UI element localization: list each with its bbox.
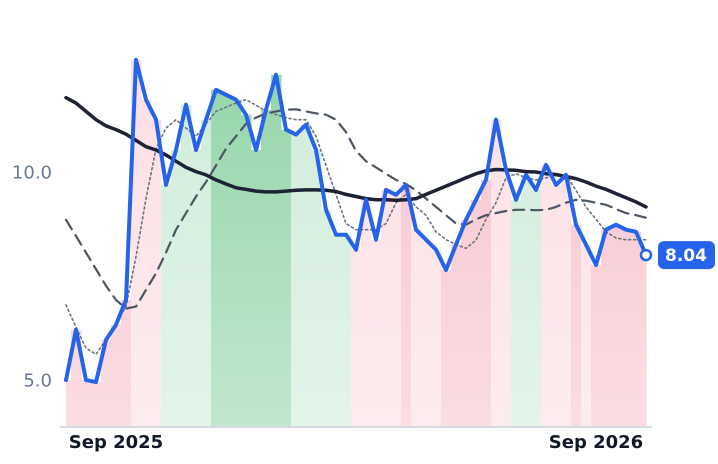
x-tick-label: Sep 2026 xyxy=(549,432,643,453)
x-tick-label: Sep 2025 xyxy=(69,432,163,453)
y-tick-label: 5.0 xyxy=(23,370,52,391)
last-value-label: 8.04 xyxy=(665,246,707,266)
band-fade xyxy=(60,20,652,427)
moving-average-line xyxy=(64,108,648,310)
y-tick-label: 10.0 xyxy=(12,163,52,184)
lines xyxy=(64,57,653,385)
moving-average-line xyxy=(65,98,647,356)
price-line xyxy=(64,57,648,385)
last-point xyxy=(639,248,653,262)
last-value-badge xyxy=(658,241,715,270)
labels: 5.0 10.0 Sep 2025 Sep 2026 8.04 xyxy=(12,163,715,453)
